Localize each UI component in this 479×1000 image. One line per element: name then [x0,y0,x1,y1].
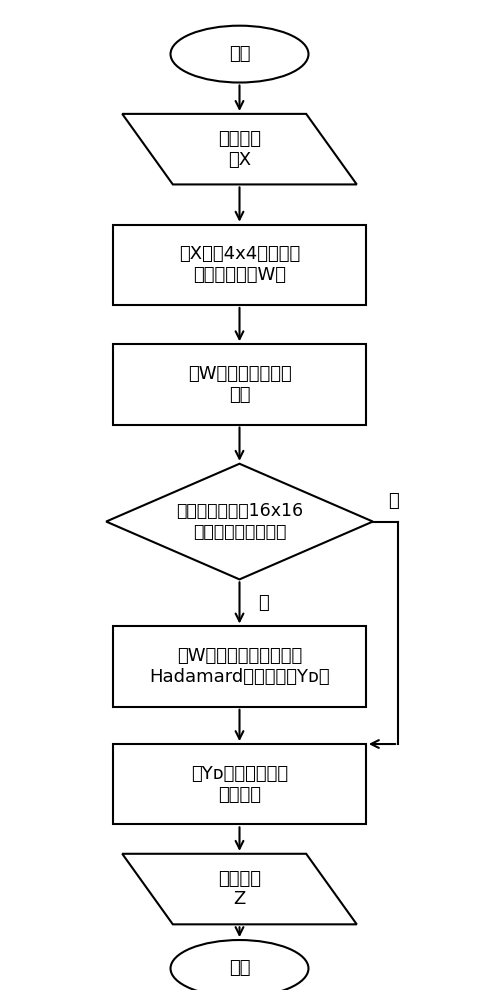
Polygon shape [122,854,357,924]
Bar [113,744,366,824]
Polygon shape [122,114,357,184]
Bar [113,626,366,707]
Ellipse shape [171,940,308,997]
Ellipse shape [171,26,308,83]
Text: 对Yᴅ块进行比例缩
放及量化: 对Yᴅ块进行比例缩 放及量化 [191,765,288,804]
Text: 对W进行比例缩放及
量化: 对W进行比例缩放及 量化 [188,365,291,404]
Text: 是色度块或帧内16x16
预测模式的亮度块？: 是色度块或帧内16x16 预测模式的亮度块？ [176,502,303,541]
Text: 开始: 开始 [229,45,250,63]
Text: 结束: 结束 [229,959,250,977]
Text: 否: 否 [388,492,399,510]
Text: 编码输出
Z: 编码输出 Z [218,870,261,908]
Text: 是: 是 [258,594,269,612]
Text: 对X进行4x4整数离散
余弦变换得到W块: 对X进行4x4整数离散 余弦变换得到W块 [179,245,300,284]
Text: 对W块中的直流分量进行
Hadamard变换，得到Yᴅ块: 对W块中的直流分量进行 Hadamard变换，得到Yᴅ块 [149,647,330,686]
Bar [113,344,366,425]
Text: 输入图像
块X: 输入图像 块X [218,130,261,169]
Polygon shape [106,464,373,579]
Bar [113,225,366,305]
